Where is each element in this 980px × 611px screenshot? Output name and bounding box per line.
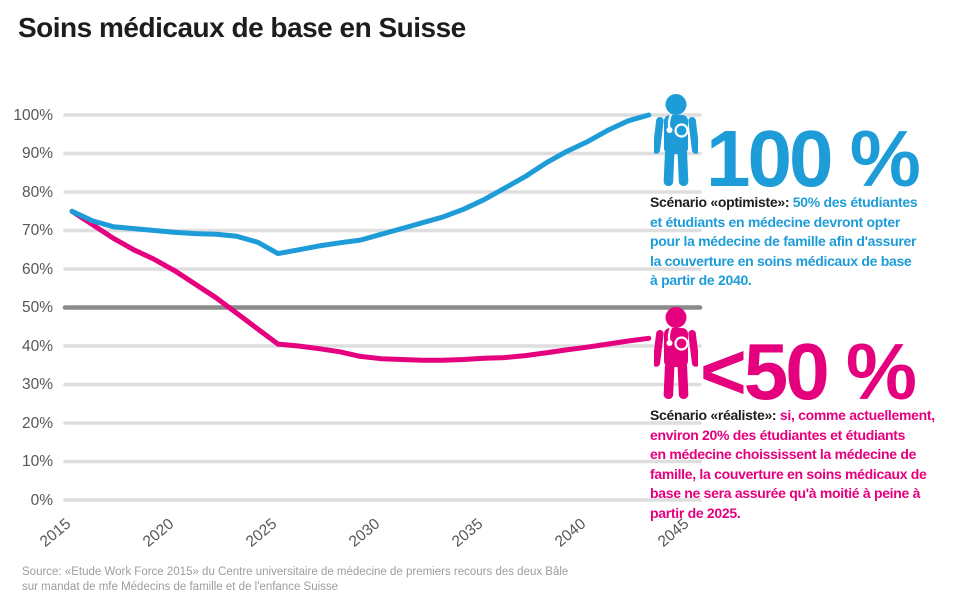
y-tick-label: 0% (30, 491, 53, 509)
annotation-optimiste: 100 % Scénario «optimiste»: 50% des étud… (648, 94, 980, 291)
y-tick-label: 10% (21, 453, 53, 470)
y-tick-label: 60% (21, 260, 53, 278)
line-chart (62, 112, 703, 502)
y-tick-label: 20% (21, 414, 53, 432)
doctor-figure-icon (654, 94, 698, 186)
annotation-realiste: <50 % Scénario «réaliste»: si, comme act… (648, 307, 980, 523)
doctor-figure-icon (654, 307, 698, 399)
stethoscope-icon (667, 114, 689, 138)
y-tick-label: 40% (21, 337, 53, 355)
scenario-optimiste-label: Scénario «optimiste»: (650, 194, 790, 210)
source-note: Source: «Etude Work Force 2015» du Centr… (22, 566, 569, 593)
scenario-realiste-label: Scénario «réaliste»: (650, 407, 777, 423)
y-tick-label: 80% (21, 183, 53, 201)
scenario-realiste-line (69, 208, 652, 363)
y-tick-label: 50% (21, 299, 53, 316)
annotation-optimiste-header: 100 % (648, 94, 980, 199)
annotation-realiste-header: <50 % (648, 307, 980, 412)
scenario-optimiste-text: 50% des étudiantes et étudiants en médec… (650, 194, 918, 288)
scenario-realiste-text: si, comme actuellement, environ 20% des … (650, 407, 935, 521)
scenario-optimiste-paragraph: Scénario «optimiste»: 50% des étudiantes… (650, 193, 980, 291)
stethoscope-icon (667, 327, 689, 351)
scenario-realiste-paragraph: Scénario «réaliste»: si, comme actuellem… (650, 406, 980, 523)
y-tick-label: 90% (21, 145, 53, 162)
page-title: Soins médicaux de base en Suisse (18, 12, 466, 43)
y-tick-label: 70% (21, 222, 53, 239)
y-tick-label: 30% (21, 376, 53, 393)
y-tick-label: 100% (13, 106, 53, 124)
big-number-optimiste: 100 % (706, 114, 921, 203)
big-number-realiste: <50 % (700, 327, 917, 416)
scenario-optimiste-line (69, 112, 652, 257)
